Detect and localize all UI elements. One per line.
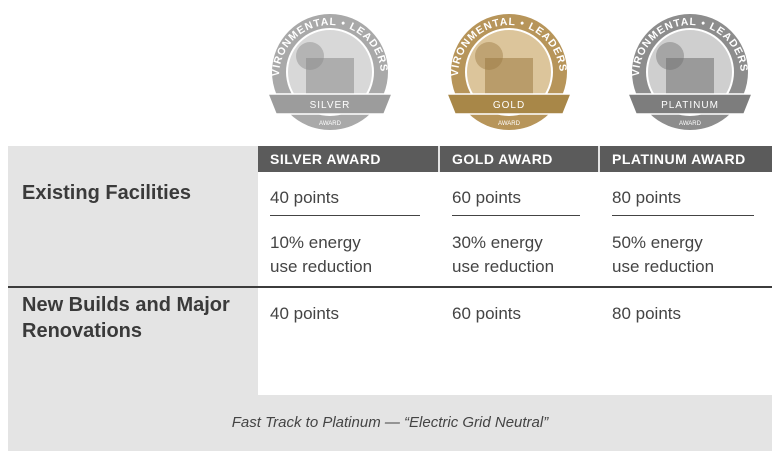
badge-award: AWARD [498, 121, 521, 127]
row-label: New Builds and Major Renovations [22, 294, 230, 342]
badge-ribbon [626, 93, 754, 115]
cell-text: 10% energy [270, 233, 361, 252]
column-header: SILVER AWARD [258, 146, 438, 172]
badge-level: PLATINUM [661, 100, 719, 111]
row-label: Existing Facilities [22, 182, 191, 204]
badge-ribbon [445, 93, 573, 115]
cell-text: use reduction [612, 257, 715, 276]
badge-award: AWARD [319, 121, 342, 127]
badge-building [666, 58, 714, 94]
footer-text: Fast Track to Platinum — “Electric Grid … [231, 414, 549, 431]
badge-level: GOLD [493, 100, 525, 111]
cell-text: 80 points [612, 304, 681, 323]
cell-rule [452, 215, 580, 216]
cell-text: 60 points [452, 304, 521, 323]
cell-text: 40 points [270, 188, 339, 207]
cell-rule [270, 215, 420, 216]
cell-text: 30% energy [452, 233, 543, 252]
badge-level: SILVER [310, 100, 351, 111]
column-header: PLATINUM AWARD [600, 146, 772, 172]
badge-tree [656, 42, 684, 70]
badge-award: AWARD [679, 121, 702, 127]
badge-building [485, 58, 533, 94]
cell-text: 50% energy [612, 233, 703, 252]
badge-building [306, 58, 354, 94]
cell-text: use reduction [270, 257, 373, 276]
badge-ribbon [266, 93, 394, 115]
row-divider [8, 286, 772, 288]
column-header: GOLD AWARD [440, 146, 598, 172]
cell-text: 40 points [270, 304, 339, 323]
badges: ENVIRONMENTAL • LEADERSHIPSILVERAWARDENV… [0, 0, 754, 130]
badge-tree [475, 42, 503, 70]
cell-text: use reduction [452, 257, 555, 276]
cell-rule [612, 215, 754, 216]
cell-text: 60 points [452, 188, 521, 207]
footer-band [8, 395, 772, 451]
label-column [8, 172, 258, 395]
cell-text: 80 points [612, 188, 681, 207]
badge-tree [296, 42, 324, 70]
